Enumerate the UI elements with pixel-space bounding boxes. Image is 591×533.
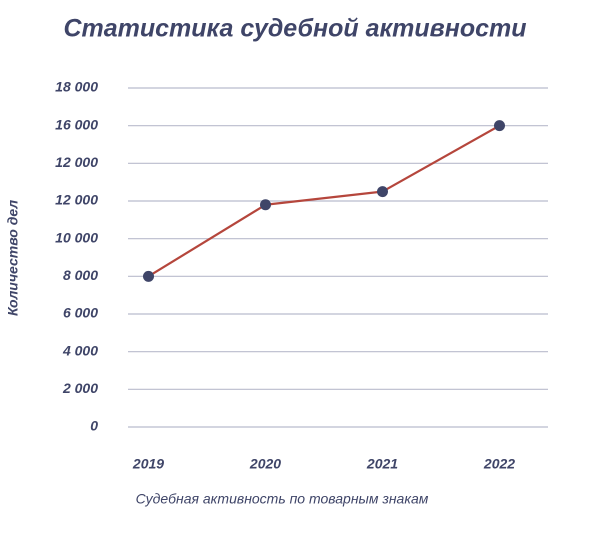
y-tick-label: 18 000 xyxy=(55,79,98,95)
y-tick-label: 12 000 xyxy=(55,154,98,170)
y-tick-label: 0 xyxy=(90,418,98,434)
y-tick-label: 4 000 xyxy=(62,342,98,358)
x-axis-label: Судебная активность по товарным знакам xyxy=(136,491,429,507)
point xyxy=(260,199,271,211)
y-tick-label: 10 000 xyxy=(55,229,98,245)
y-tick-label: 12 000 xyxy=(55,192,98,208)
y-axis-label: Количество дел xyxy=(5,200,21,316)
point xyxy=(377,186,388,198)
x-tick-label: 2020 xyxy=(249,456,281,472)
y-tick-label: 2 000 xyxy=(62,380,98,396)
y-tick-label: 8 000 xyxy=(63,267,98,283)
point xyxy=(143,270,154,282)
x-tick-label: 2021 xyxy=(366,456,398,472)
x-tick-label: 2022 xyxy=(483,456,515,472)
line xyxy=(147,124,501,278)
x-tick-label: 2019 xyxy=(132,456,164,472)
chart-title: Статистика судебной активности xyxy=(63,15,526,43)
y-tick-label: 6 000 xyxy=(63,305,98,321)
point xyxy=(494,120,505,132)
y-tick-label: 16 000 xyxy=(55,116,98,132)
